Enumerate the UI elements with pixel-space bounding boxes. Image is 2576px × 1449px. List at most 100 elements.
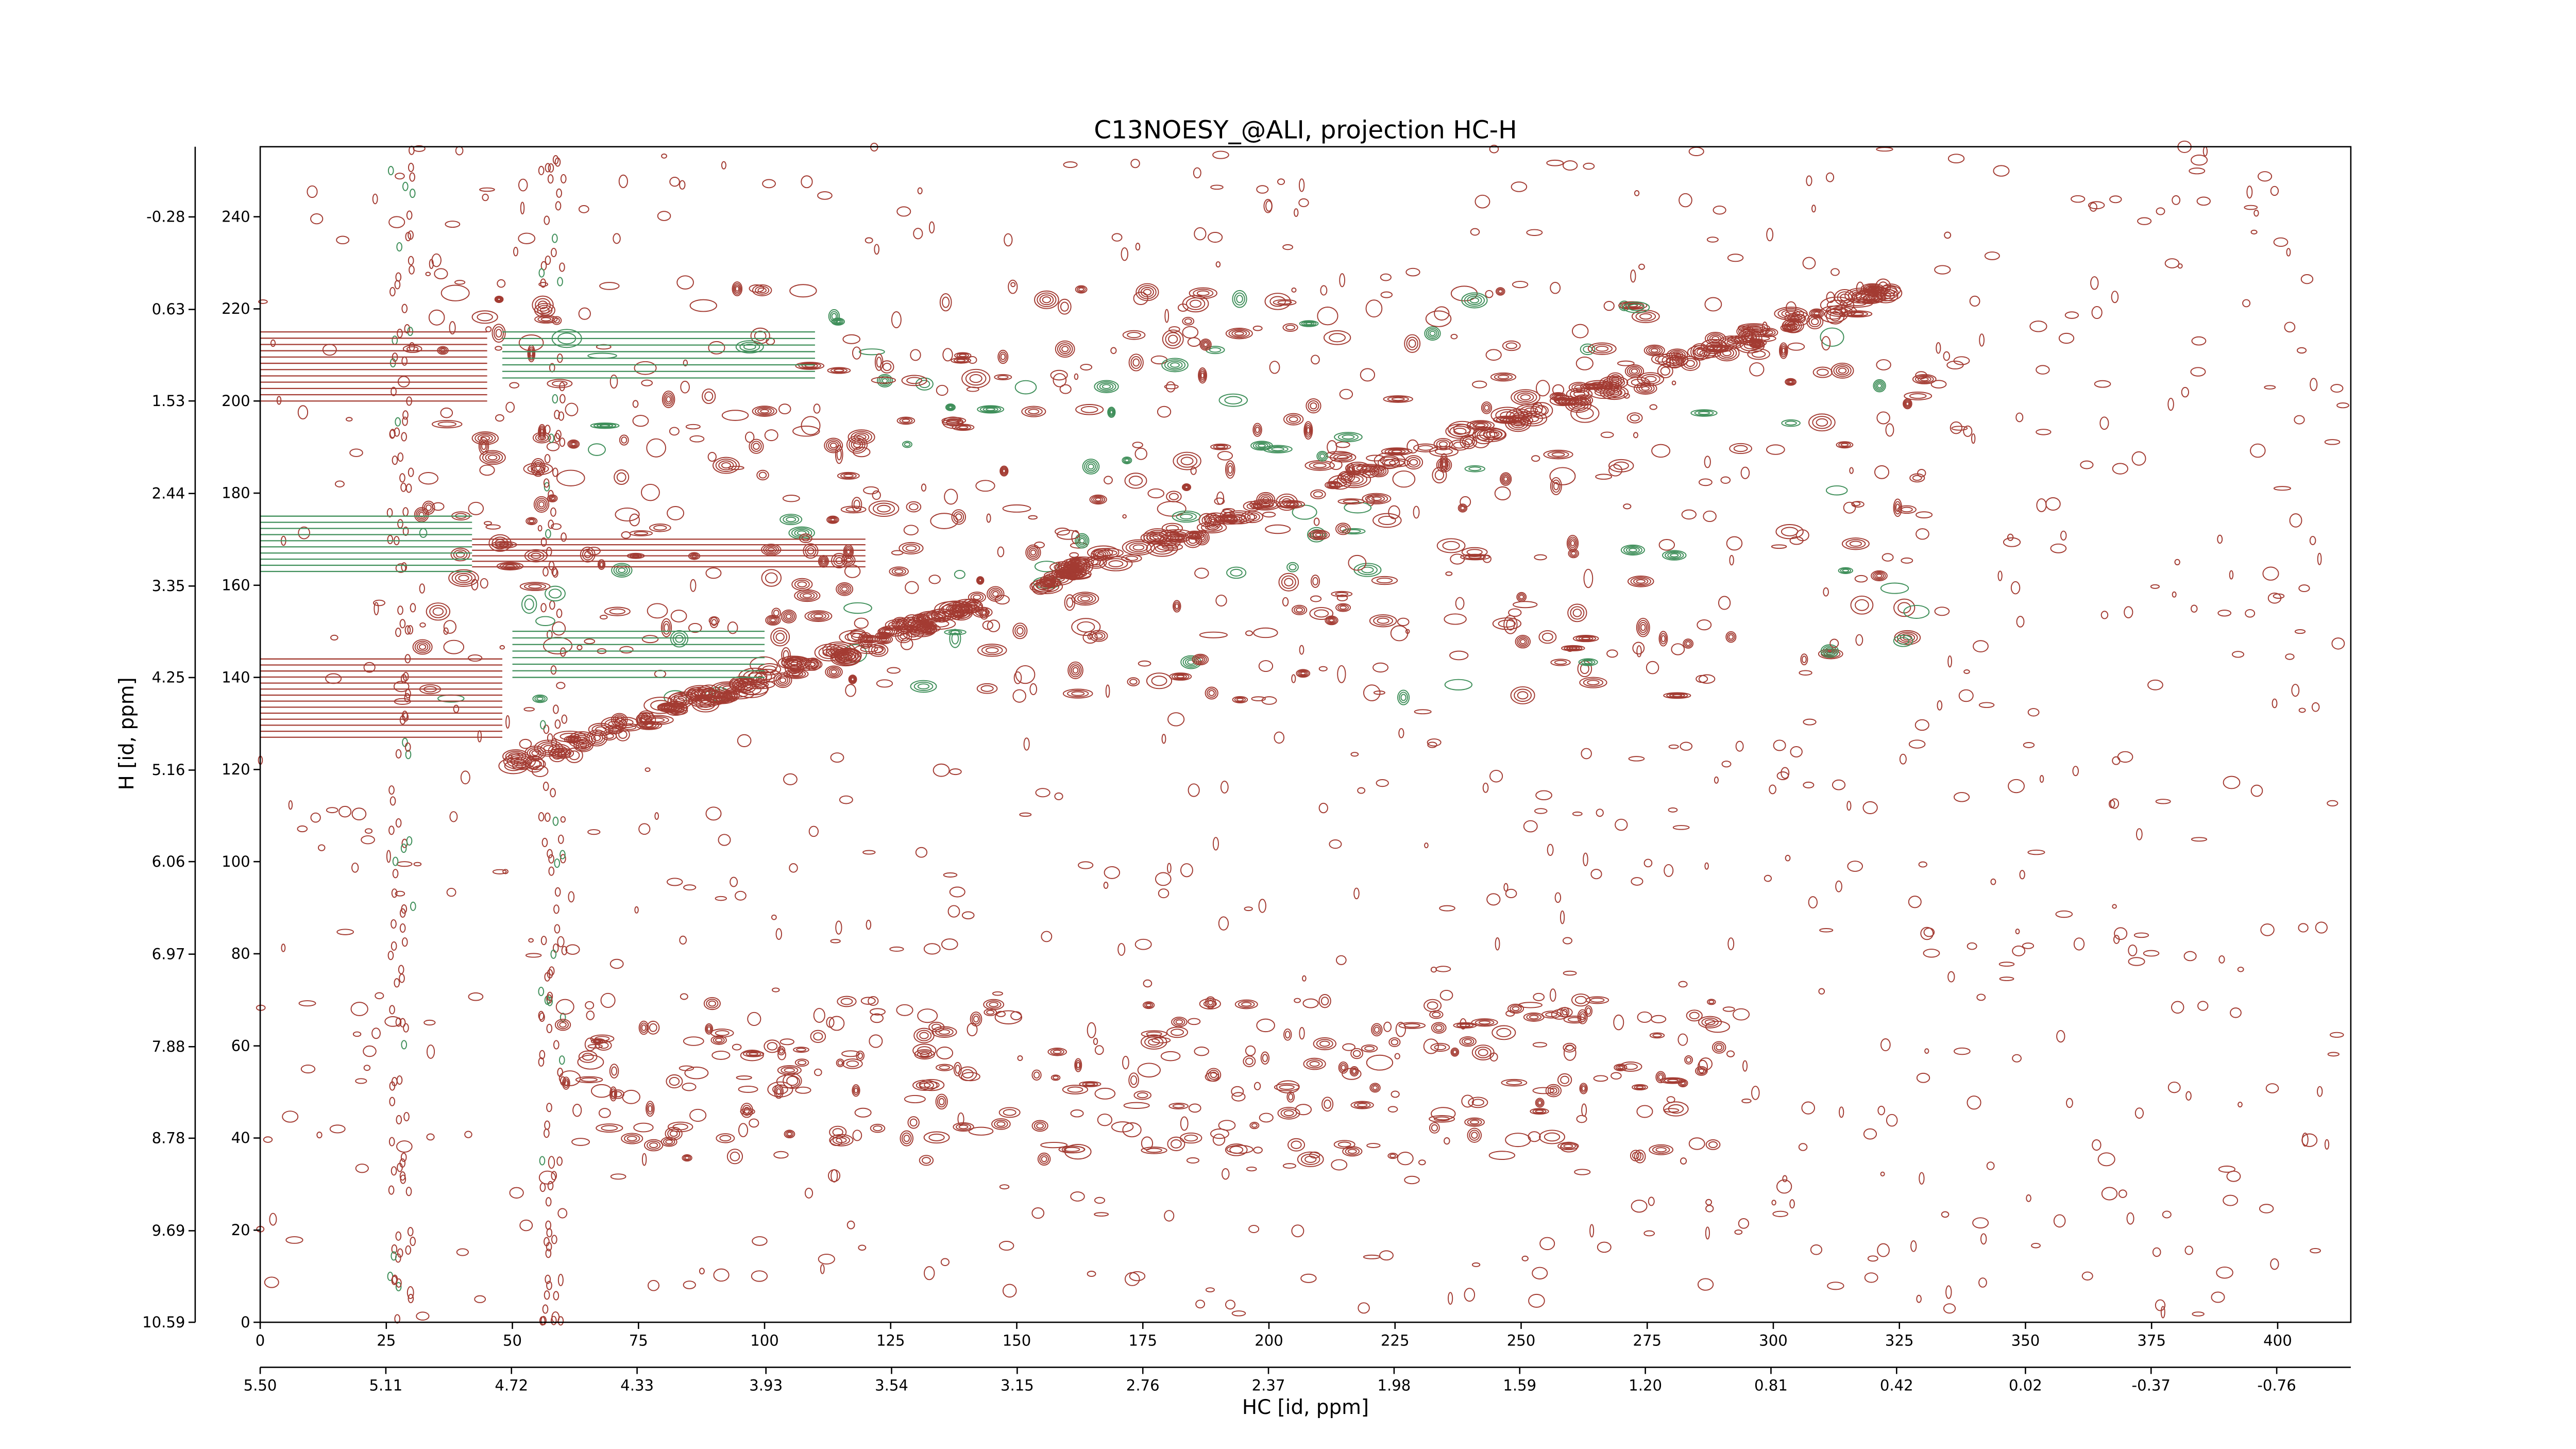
- contour: [1381, 447, 1413, 456]
- contour: [2259, 1204, 2274, 1214]
- contour: [534, 315, 558, 324]
- contour: [557, 834, 564, 844]
- contour: [1310, 595, 1322, 602]
- contour: [800, 592, 815, 600]
- contour: [1375, 468, 1383, 474]
- contour: [1260, 1051, 1270, 1065]
- contour: [2045, 497, 2061, 511]
- contour: [316, 1132, 323, 1139]
- contour: [1431, 1022, 1447, 1034]
- contour: [2150, 584, 2160, 589]
- contour: [2310, 1248, 2321, 1254]
- contour: [1714, 1042, 1724, 1052]
- contour: [1502, 418, 1513, 422]
- contour: [973, 594, 981, 600]
- contour: [801, 416, 821, 435]
- contour: [396, 1115, 402, 1125]
- contour: [1028, 548, 1038, 558]
- contour: [2090, 276, 2099, 290]
- contour: [734, 284, 740, 293]
- contour: [845, 684, 856, 697]
- contour: [552, 816, 559, 826]
- contour: [1306, 398, 1321, 414]
- contour: [912, 1043, 937, 1057]
- contour: [1262, 1054, 1268, 1063]
- contour: [1306, 427, 1310, 434]
- contour: [1866, 285, 1879, 292]
- contour: [1772, 1210, 1788, 1217]
- contour: [401, 937, 408, 947]
- contour: [479, 187, 495, 192]
- contour: [1464, 1288, 1476, 1302]
- contour: [2270, 186, 2279, 196]
- contour: [831, 1169, 838, 1183]
- contour: [1123, 457, 1131, 463]
- contour: [409, 189, 416, 198]
- contour: [666, 396, 671, 403]
- contour: [1698, 674, 1716, 684]
- x2-tick-label: 0.42: [1880, 1377, 1913, 1394]
- contour: [779, 514, 803, 526]
- contour: [1924, 1048, 1929, 1054]
- contour: [1377, 617, 1389, 624]
- contour: [827, 516, 838, 524]
- contour: [1041, 1156, 1047, 1162]
- contour: [660, 618, 672, 637]
- contour: [1308, 400, 1319, 412]
- contour: [545, 255, 551, 265]
- contour: [1161, 734, 1166, 744]
- contour: [1388, 1037, 1401, 1047]
- contour: [1392, 470, 1416, 488]
- contour: [947, 905, 960, 918]
- contour: [1439, 460, 1449, 469]
- contour: [1560, 910, 1565, 924]
- contour: [905, 545, 917, 551]
- contour: [1341, 1065, 1346, 1071]
- contour: [448, 569, 479, 587]
- contour: [1608, 464, 1623, 477]
- contour: [1726, 536, 1743, 551]
- contour: [2250, 443, 2266, 458]
- contour: [1398, 1022, 1426, 1029]
- contour: [1874, 465, 1890, 479]
- contour: [705, 1023, 714, 1035]
- contour: [1078, 861, 1094, 869]
- contour: [386, 508, 393, 518]
- contour: [552, 394, 558, 404]
- contour: [1261, 696, 1277, 705]
- contour: [1810, 1244, 1823, 1255]
- contour: [1001, 467, 1007, 475]
- contour: [525, 953, 542, 958]
- contour: [1459, 504, 1466, 512]
- contour: [772, 1084, 788, 1094]
- contour: [1461, 1094, 1474, 1108]
- contour: [418, 644, 427, 650]
- contour: [1634, 1149, 1646, 1164]
- contour: [1219, 515, 1243, 524]
- contour: [1618, 301, 1648, 310]
- contour: [887, 667, 901, 674]
- contour: [1349, 1066, 1359, 1077]
- contour: [998, 1107, 1021, 1118]
- contour: [1979, 333, 1985, 347]
- contour: [533, 496, 550, 513]
- contour: [1129, 543, 1148, 552]
- contour: [1471, 1044, 1495, 1060]
- contour: [1278, 572, 1299, 592]
- contour: [1429, 1122, 1440, 1134]
- contour: [1002, 468, 1006, 474]
- contour: [622, 1089, 640, 1104]
- contour: [535, 464, 541, 471]
- y2-tick-label: 5.16: [152, 761, 185, 779]
- contour: [587, 1044, 603, 1049]
- contour: [2217, 534, 2223, 544]
- contour: [2155, 799, 2171, 804]
- contour: [860, 997, 876, 1005]
- contour: [1738, 326, 1753, 336]
- contour: [1172, 1104, 1185, 1108]
- contour: [1134, 938, 1152, 950]
- contour: [388, 825, 395, 835]
- contour: [1194, 567, 1209, 579]
- contour: [2026, 1194, 2031, 1202]
- contour: [1510, 686, 1535, 704]
